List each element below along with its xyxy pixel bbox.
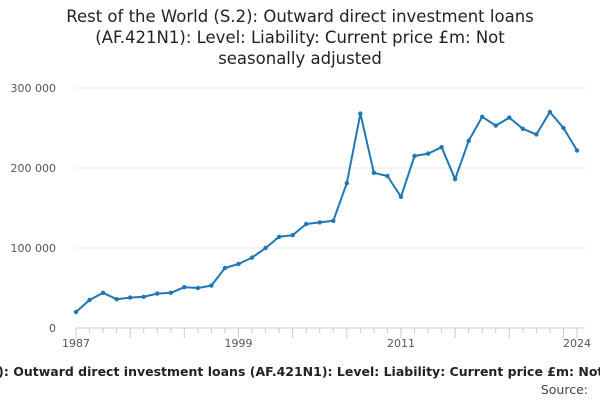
data-point	[303, 221, 309, 227]
data-point	[195, 285, 201, 291]
data-point	[480, 114, 485, 120]
legend-series-label: (S.2): Outward direct investment loans (…	[0, 364, 600, 379]
legend: (S.2): Outward direct investment loans (…	[0, 364, 600, 382]
data-point	[127, 295, 133, 300]
data-point	[507, 115, 512, 120]
y-tick-label: 200 000	[11, 162, 57, 175]
data-point	[168, 290, 173, 295]
data-point	[344, 181, 350, 186]
data-point	[358, 111, 363, 116]
data-point	[182, 285, 187, 290]
data-point	[87, 297, 92, 303]
data-point	[331, 218, 336, 223]
data-point	[155, 291, 160, 296]
series-line	[75, 111, 578, 313]
data-point	[290, 233, 295, 238]
data-point	[574, 148, 580, 153]
data-point	[371, 170, 377, 175]
data-point	[276, 234, 282, 239]
chart-title-line-1: Rest of the World (S.2): Outward direct …	[66, 7, 534, 26]
chart-title-line-3: seasonally adjusted	[218, 49, 382, 68]
data-point	[425, 151, 431, 156]
data-point	[412, 153, 417, 159]
chart-title-line-2: (AF.421N1): Level: Liability: Current pr…	[95, 28, 505, 47]
y-tick-label: 100 000	[11, 242, 57, 255]
data-point	[249, 255, 255, 260]
data-point	[466, 138, 471, 143]
data-point	[439, 145, 444, 150]
data-point	[547, 109, 553, 115]
y-tick-label: 0	[49, 322, 56, 335]
data-point	[520, 126, 526, 131]
data-point	[141, 294, 146, 299]
data-point	[263, 245, 268, 251]
chart-title: Rest of the World (S.2): Outward direct …	[0, 6, 600, 69]
data-point	[114, 297, 119, 302]
x-tick-label: 2024	[563, 337, 591, 350]
source-label: Source:	[540, 382, 588, 397]
data-point	[561, 125, 566, 131]
data-point	[385, 173, 390, 179]
data-point	[222, 265, 228, 271]
data-point	[534, 132, 539, 137]
data-point	[317, 220, 322, 225]
x-tick-label: 1987	[62, 337, 90, 350]
data-point	[236, 261, 241, 267]
data-point	[209, 283, 214, 288]
data-point	[452, 177, 458, 182]
x-tick-label: 1999	[224, 337, 252, 350]
x-tick-label: 2011	[387, 337, 415, 350]
y-tick-label: 300 000	[11, 82, 57, 95]
data-point	[493, 123, 498, 128]
data-point	[100, 290, 106, 295]
data-point	[73, 309, 79, 315]
data-point	[398, 194, 404, 199]
